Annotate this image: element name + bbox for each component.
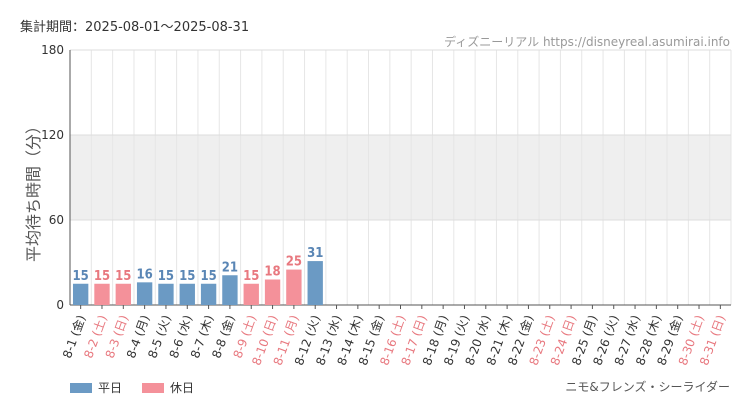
bar <box>243 283 259 305</box>
bar-value-label: 15 <box>200 269 216 284</box>
bar-value-label: 15 <box>115 269 131 284</box>
legend-swatch-holiday <box>142 382 165 393</box>
legend-label-holiday: 休日 <box>170 381 195 395</box>
y-tick-label: 60 <box>49 213 64 227</box>
legend-swatch-weekday <box>70 382 92 393</box>
y-tick-label: 120 <box>41 128 64 142</box>
bar <box>264 279 281 305</box>
bar <box>94 283 110 305</box>
legend-item-holiday: 休日 <box>142 379 194 396</box>
bar <box>115 283 131 305</box>
site-credit: ディズニーリアル https://disneyreal.asumirai.inf… <box>444 35 730 49</box>
bar-value-label: 15 <box>243 269 259 284</box>
bar <box>222 275 238 305</box>
legend: 平日 休日 <box>70 379 194 396</box>
bar-value-label: 31 <box>307 246 323 261</box>
bar-value-label: 25 <box>286 255 302 270</box>
bar-value-label: 21 <box>222 260 238 275</box>
bar <box>200 283 217 305</box>
bar-value-label: 16 <box>136 267 152 282</box>
bar-value-label: 15 <box>73 269 89 284</box>
bar-value-label: 15 <box>158 269 174 284</box>
bar <box>286 269 302 305</box>
bar <box>179 283 195 305</box>
y-tick-label: 180 <box>41 43 64 57</box>
bar-value-label: 18 <box>264 265 280 280</box>
legend-label-weekday: 平日 <box>98 381 123 395</box>
bar <box>136 282 153 305</box>
bar <box>72 283 89 305</box>
bar <box>158 283 174 305</box>
bar <box>307 261 323 305</box>
bar-value-label: 15 <box>179 269 195 284</box>
attraction-name: ニモ&フレンズ・シーライダー <box>565 380 730 394</box>
shaded-band <box>70 135 731 220</box>
period-label: 集計期間：2025-08-01～2025-08-31 <box>20 20 250 35</box>
legend-item-weekday: 平日 <box>70 379 122 396</box>
y-tick-label: 0 <box>56 298 64 312</box>
bar-value-label: 15 <box>94 269 110 284</box>
